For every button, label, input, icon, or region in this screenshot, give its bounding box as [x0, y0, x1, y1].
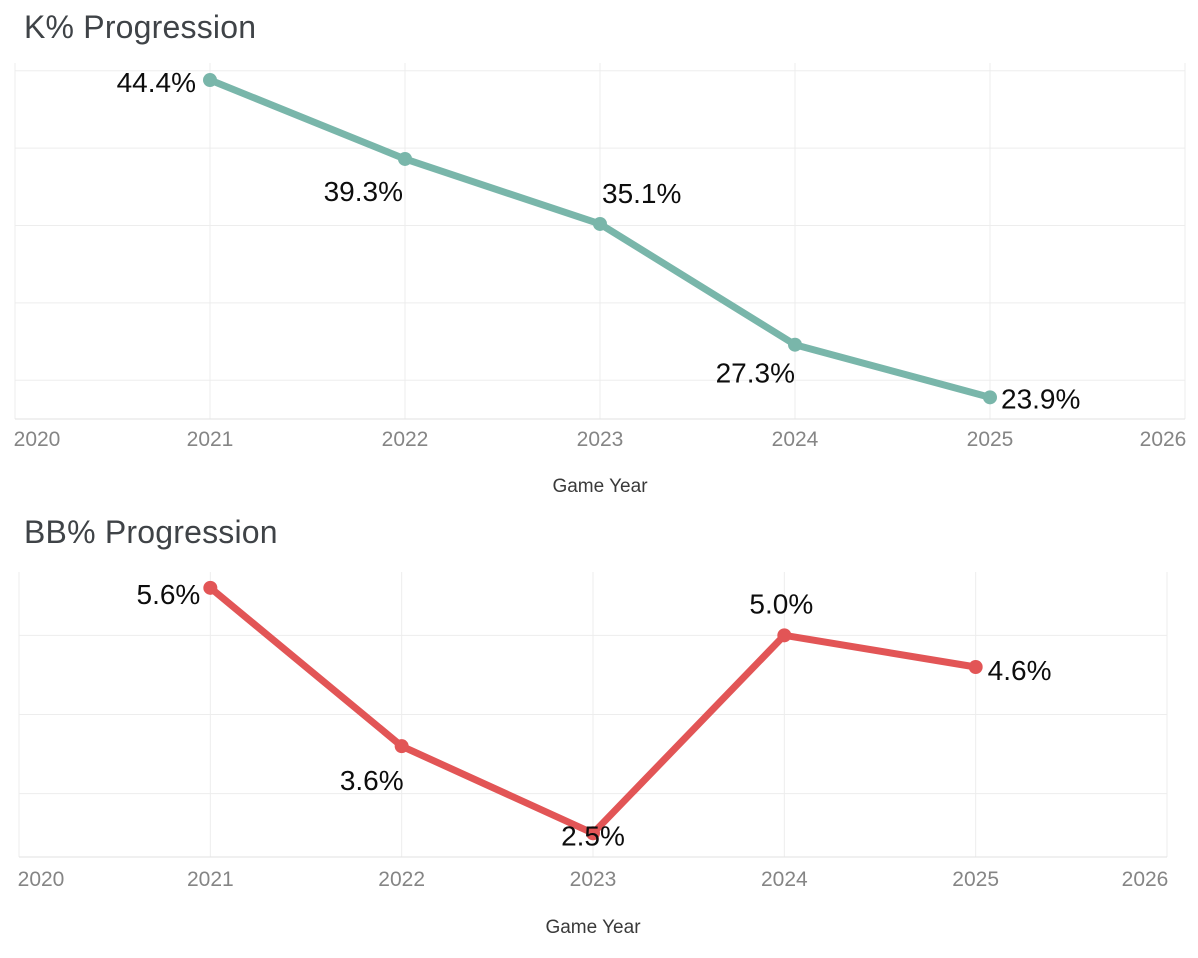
data-point-marker [398, 151, 412, 166]
data-point-marker [203, 73, 217, 88]
data-point-marker [203, 580, 218, 595]
x-tick-label: 2026 [1140, 428, 1187, 451]
x-tick-label: 2020 [18, 868, 65, 891]
bb-progression-chart-title: BB% Progression [24, 514, 278, 550]
x-axis-title: Game Year [552, 476, 648, 497]
data-point-label: 3.6% [340, 765, 404, 796]
data-point-label: 27.3% [716, 358, 795, 389]
data-point-marker [586, 826, 600, 841]
x-tick-label: 2021 [187, 868, 234, 891]
data-point-marker [593, 216, 607, 231]
data-point-marker [777, 628, 792, 643]
x-tick-label: 2024 [772, 428, 819, 451]
x-axis-title: Game Year [545, 917, 641, 938]
k-progression-chart: 44.4% 39.3% 35.1% 27.3% 23.9% 2020 2021 2022 202… [14, 63, 1187, 497]
data-point-marker [983, 390, 997, 405]
x-tick-label: 2023 [577, 428, 624, 451]
x-tick-label: 2025 [952, 868, 999, 891]
data-point-label: 5.0% [749, 588, 813, 619]
data-point-label: 5.6% [137, 579, 201, 610]
x-tick-label: 2020 [14, 428, 61, 451]
data-point-marker [394, 739, 409, 754]
x-tick-label: 2021 [187, 428, 234, 451]
data-point-label: 39.3% [324, 176, 403, 207]
x-tick-label: 2024 [761, 868, 808, 891]
data-point-label: 4.6% [988, 655, 1052, 686]
data-point-label: 44.4% [117, 67, 196, 98]
data-point-label: 23.9% [1001, 383, 1080, 414]
data-point-label: 35.1% [602, 178, 681, 209]
x-tick-label: 2026 [1122, 868, 1169, 891]
data-point-marker [788, 337, 802, 352]
k-progression-chart-title: K% Progression [24, 9, 257, 45]
x-tick-label: 2022 [378, 868, 425, 891]
bb-progression-chart: 5.6% 3.6% 2.5% 5.0% 4.6% 2020 2021 2022 2023 2024… [18, 572, 1169, 938]
data-point-marker [968, 660, 983, 674]
data-point-label: 2.5% [561, 820, 625, 851]
x-tick-label: 2022 [382, 428, 429, 451]
x-tick-label: 2025 [967, 428, 1014, 451]
x-tick-label: 2023 [570, 868, 617, 891]
